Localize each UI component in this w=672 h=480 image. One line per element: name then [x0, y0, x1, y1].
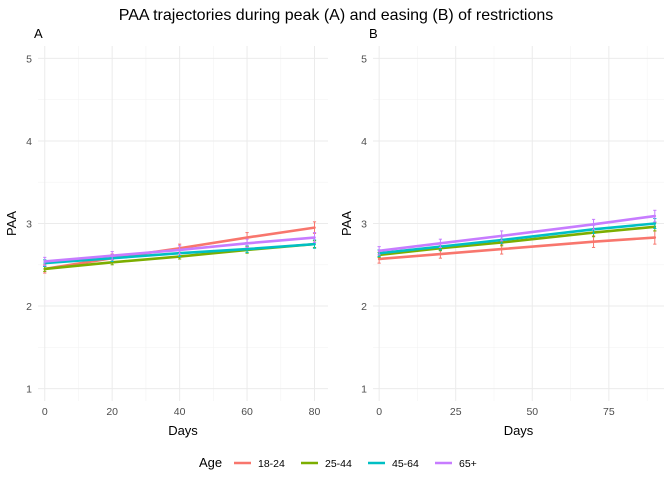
x-tick-label: 25 — [450, 406, 462, 418]
x-tick-label: 0 — [376, 406, 382, 418]
series-line — [377, 236, 657, 261]
legend-label: 18-24 — [258, 458, 285, 470]
legend-item: 18-24 — [234, 458, 285, 470]
legend-item: 45-64 — [368, 458, 419, 470]
y-tick-label: 2 — [26, 301, 32, 313]
series-65+ — [43, 232, 317, 267]
legend-label: 45-64 — [392, 458, 419, 470]
series-65+ — [377, 209, 657, 256]
legend-label: 25-44 — [325, 458, 352, 470]
chart-title: PAA trajectories during peak (A) and eas… — [119, 7, 554, 24]
x-tick-label: 80 — [309, 406, 321, 418]
x-tick-label: 60 — [241, 406, 253, 418]
y-tick-label: 4 — [26, 136, 32, 148]
y-tick-label: 5 — [26, 53, 32, 65]
y-axis-title: PAA — [339, 211, 354, 236]
y-axis-title: PAA — [4, 211, 19, 236]
x-axis-title: Days — [504, 423, 534, 438]
series-line — [377, 214, 657, 253]
legend-item: 65+ — [435, 458, 477, 470]
y-tick-label: 5 — [361, 53, 367, 65]
y-tick-label: 1 — [361, 384, 367, 396]
panel-label: B — [369, 26, 378, 41]
panel-label: A — [34, 26, 43, 41]
series-18-24 — [377, 230, 657, 264]
x-tick-label: 0 — [42, 406, 48, 418]
x-tick-label: 20 — [106, 406, 118, 418]
legend-label: 65+ — [459, 458, 477, 470]
series-line — [43, 236, 316, 263]
legend-title: Age — [199, 455, 222, 470]
x-axis-title: Days — [168, 423, 198, 438]
y-tick-label: 2 — [361, 301, 367, 313]
y-tick-label: 1 — [26, 384, 32, 396]
legend: Age 18-24 25-44 45-64 65+ — [199, 455, 477, 470]
x-tick-label: 40 — [174, 406, 186, 418]
panel-a: 0 20 40 60 80 1 2 3 4 5A Days PAA — [4, 26, 328, 438]
legend-item: 25-44 — [301, 458, 352, 470]
y-tick-label: 4 — [361, 136, 367, 148]
y-tick-label: 3 — [26, 219, 32, 231]
y-tick-label: 3 — [361, 219, 367, 231]
x-tick-label: 50 — [526, 406, 538, 418]
x-tick-label: 75 — [603, 406, 615, 418]
panel-b: 0 25 50 75 1 2 3 4 5B Days PAA — [339, 26, 664, 438]
